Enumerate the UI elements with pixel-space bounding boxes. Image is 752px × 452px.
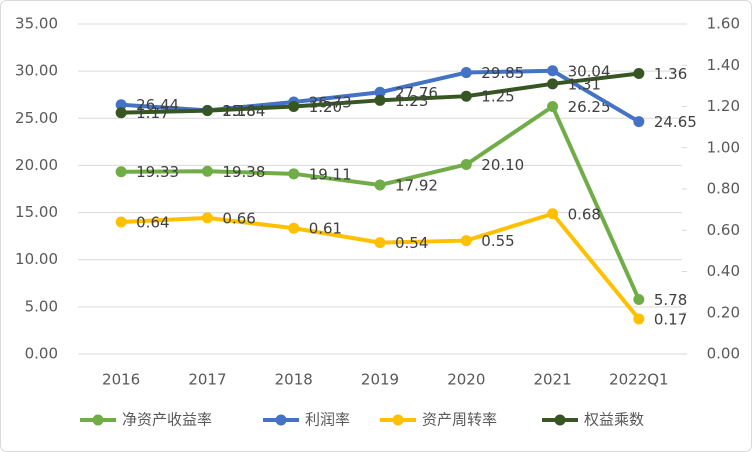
point (633, 68, 645, 79)
value-label: 0.55 (481, 232, 514, 250)
value-label: 1.20 (309, 98, 342, 116)
legend-label: 资产周转率 (422, 411, 497, 429)
value-label: 1.31 (568, 75, 601, 93)
value-label: 19.11 (309, 165, 352, 183)
legend-label: 权益乘数 (584, 411, 644, 429)
legend-marker (554, 414, 566, 426)
value-label: 29.85 (481, 64, 524, 82)
point (547, 78, 559, 90)
x-tick-label: 2018 (275, 371, 313, 389)
point (633, 116, 645, 128)
legend-marker (275, 414, 287, 426)
value-label: 26.25 (568, 98, 611, 116)
y-tick-label: 25.00 (15, 109, 58, 127)
value-label: 1.18 (222, 102, 255, 120)
y-tick-label: 0.00 (25, 345, 58, 363)
value-label: 1.23 (395, 92, 428, 110)
y2-tick-label: 0.60 (707, 221, 740, 239)
point (547, 208, 559, 220)
x-tick-label: 2021 (533, 371, 571, 389)
point (374, 237, 386, 249)
value-label: 20.10 (481, 156, 524, 174)
point (374, 86, 386, 98)
y2-tick-label: 0.20 (707, 303, 740, 321)
point (547, 65, 559, 77)
point (547, 101, 559, 112)
value-label: 24.65 (654, 113, 697, 131)
value-label: 0.61 (309, 220, 342, 238)
point (201, 105, 213, 117)
legend-marker (392, 414, 404, 426)
point (633, 313, 645, 325)
y2-tick-label: 1.40 (707, 56, 740, 74)
point (115, 216, 127, 228)
point (460, 235, 472, 247)
point (460, 90, 472, 102)
x-tick-label: 2022Q1 (609, 371, 669, 389)
point (633, 294, 645, 306)
y-tick-label: 10.00 (15, 250, 58, 268)
point (288, 222, 300, 234)
legend-label: 净资产收益率 (122, 411, 212, 429)
x-tick-label: 2020 (447, 371, 485, 389)
value-label: 0.66 (222, 209, 255, 227)
value-label: 1.17 (136, 104, 169, 122)
point (115, 107, 127, 119)
x-tick-label: 2017 (188, 371, 226, 389)
y2-tick-label: 1.60 (707, 15, 740, 33)
y2-tick-label: 1.00 (707, 138, 740, 156)
point (460, 158, 472, 170)
value-label: 5.78 (654, 291, 687, 309)
point (201, 212, 213, 224)
y-tick-label: 5.00 (25, 297, 58, 315)
y2-tick-label: 1.20 (707, 97, 740, 115)
y2-tick-label: 0.80 (707, 180, 740, 198)
point (115, 99, 127, 111)
value-label: 0.64 (136, 214, 169, 232)
value-label: 0.17 (654, 310, 687, 328)
legend-marker (92, 414, 104, 426)
value-label: 1.25 (481, 88, 514, 106)
y-tick-label: 30.00 (15, 62, 58, 80)
point (288, 168, 300, 180)
value-label: 0.68 (568, 205, 601, 223)
x-tick-label: 2019 (361, 371, 399, 389)
y2-tick-label: 0.40 (707, 262, 740, 280)
point (374, 94, 386, 106)
value-label: 19.38 (222, 163, 265, 181)
value-label: 0.54 (395, 234, 428, 252)
y-tick-label: 35.00 (15, 15, 58, 33)
y2-tick-label: 0.00 (707, 345, 740, 363)
point (374, 179, 386, 191)
value-label: 19.33 (136, 163, 179, 181)
x-tick-label: 2016 (102, 371, 140, 389)
value-label: 30.04 (568, 62, 611, 80)
legend-label: 利润率 (305, 411, 350, 429)
point (460, 67, 472, 79)
value-label: 17.92 (395, 177, 438, 195)
point (201, 165, 213, 177)
value-label: 1.36 (654, 65, 687, 83)
point (288, 101, 300, 112)
point (115, 166, 127, 178)
y-tick-label: 15.00 (15, 203, 58, 221)
y-tick-label: 20.00 (15, 156, 58, 174)
